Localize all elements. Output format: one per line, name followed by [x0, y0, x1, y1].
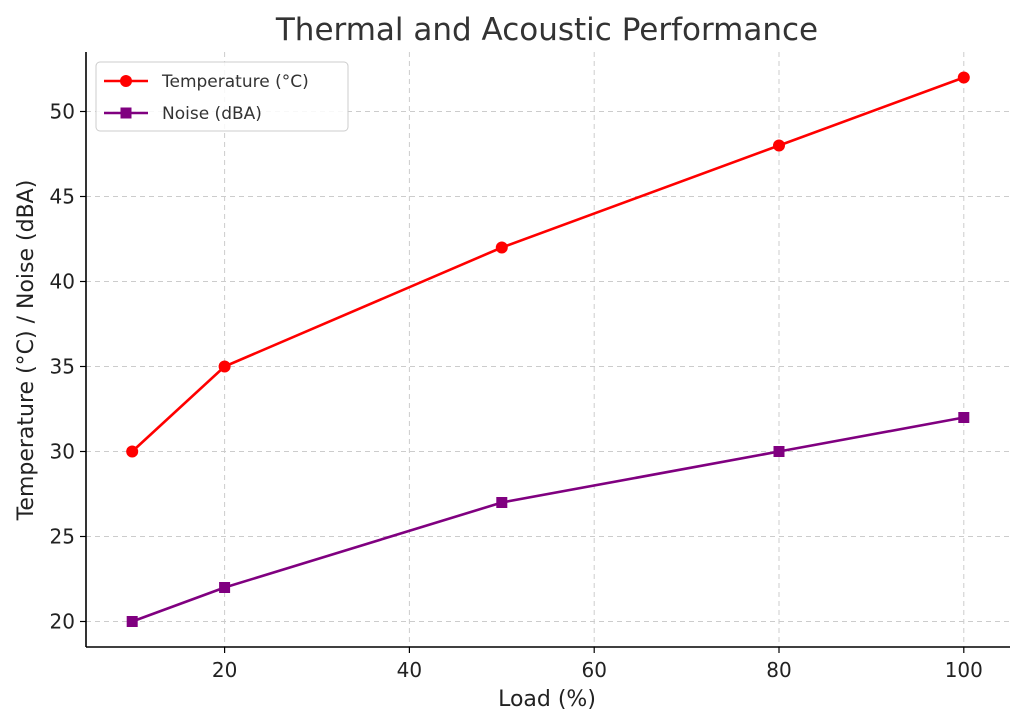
x-axis-label: Load (%) — [498, 687, 596, 712]
data-point — [126, 616, 138, 627]
x-axis-ticks: 20 40 60 80 100 — [212, 647, 983, 682]
legend-marker — [120, 75, 132, 87]
chart-title: Thermal and Acoustic Performance — [275, 12, 818, 48]
data-point — [218, 360, 231, 373]
y-tick-label: 50 — [50, 100, 75, 124]
y-tick-label: 35 — [50, 355, 75, 379]
data-point — [219, 582, 231, 593]
legend-item-1: Noise (dBA) — [104, 104, 262, 124]
legend-label: Temperature (°C) — [161, 72, 309, 92]
legend-box — [95, 61, 349, 132]
series-line — [131, 76, 965, 453]
y-axis-label: Temperature (°C) / Noise (dBA) — [14, 180, 39, 522]
data-point — [958, 412, 970, 423]
legend-label: Noise (dBA) — [162, 104, 262, 124]
series-0 — [126, 71, 970, 458]
y-tick-label: 30 — [50, 440, 75, 464]
axes — [85, 52, 1010, 648]
data-point — [957, 71, 970, 84]
x-tick-label: 80 — [766, 658, 791, 682]
legend-item-0: Temperature (°C) — [104, 72, 309, 92]
y-tick-label: 20 — [50, 610, 75, 634]
data-point — [126, 445, 139, 458]
data-point — [773, 139, 785, 152]
y-tick-label: 45 — [50, 185, 75, 209]
y-tick-label: 25 — [50, 525, 75, 549]
y-axis-ticks: 20 25 30 35 40 45 50 — [50, 100, 86, 634]
series-line — [131, 416, 965, 623]
x-tick-label: 40 — [397, 658, 422, 682]
legend: Temperature (°C) Noise (dBA) — [95, 61, 349, 132]
x-tick-label: 20 — [212, 658, 237, 682]
x-tick-label: 100 — [945, 658, 983, 682]
series-layer — [126, 71, 970, 627]
data-point — [773, 446, 785, 457]
data-point — [495, 241, 508, 254]
y-tick-label: 40 — [50, 270, 75, 294]
series-1 — [126, 412, 970, 627]
grid — [86, 52, 1010, 647]
x-tick-label: 60 — [581, 658, 606, 682]
data-point — [496, 497, 508, 508]
legend-marker — [120, 107, 132, 119]
